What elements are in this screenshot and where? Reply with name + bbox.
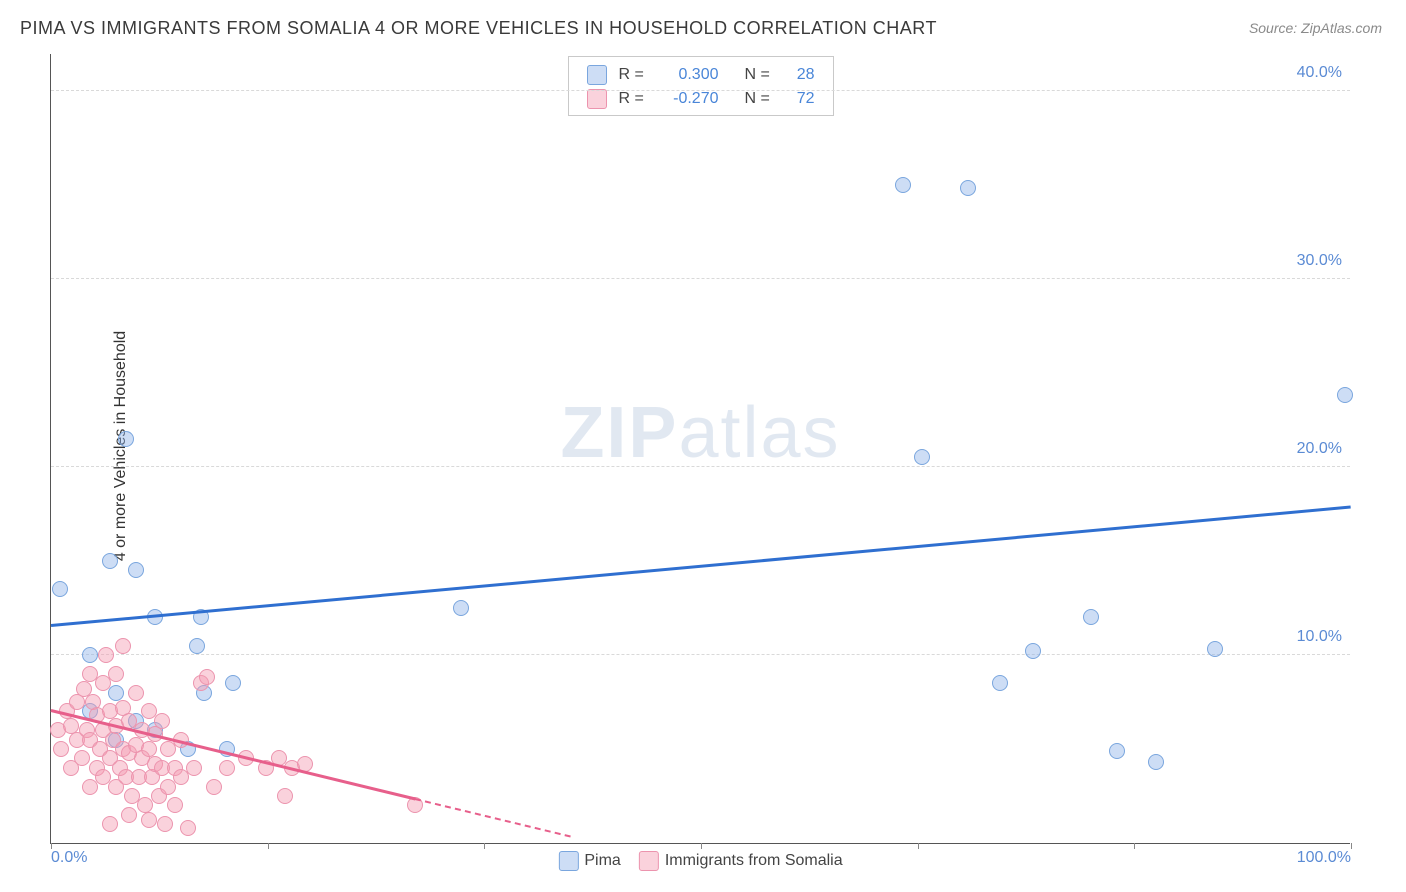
legend-swatch <box>587 65 607 85</box>
gridline-h <box>51 466 1350 467</box>
gridline-h <box>51 654 1350 655</box>
legend-series-label: Pima <box>584 852 620 869</box>
n-value: 28 <box>785 63 815 87</box>
scatter-point <box>1148 754 1164 770</box>
scatter-point <box>1109 743 1125 759</box>
trend-line <box>415 798 571 838</box>
legend-series-label: Immigrants from Somalia <box>665 852 843 869</box>
x-tick-mark <box>1134 843 1135 849</box>
scatter-point <box>206 779 222 795</box>
scatter-point <box>895 177 911 193</box>
legend-stat-row: R =0.300 N =28 <box>587 63 815 87</box>
scatter-point <box>157 816 173 832</box>
legend-swatch <box>587 89 607 109</box>
x-tick-mark <box>701 843 702 849</box>
scatter-point <box>219 760 235 776</box>
scatter-point <box>82 647 98 663</box>
y-tick-label: 20.0% <box>1297 440 1342 458</box>
scatter-point <box>225 675 241 691</box>
r-label: R = <box>619 63 653 87</box>
source-label: Source: ZipAtlas.com <box>1249 20 1382 36</box>
x-tick-label: 0.0% <box>51 849 87 867</box>
scatter-point <box>167 797 183 813</box>
scatter-point <box>1083 609 1099 625</box>
y-tick-label: 10.0% <box>1297 628 1342 646</box>
legend-swatch <box>558 851 578 871</box>
scatter-point <box>992 675 1008 691</box>
r-value: 0.300 <box>659 63 719 87</box>
watermark: ZIPatlas <box>560 392 840 474</box>
scatter-point <box>52 581 68 597</box>
y-tick-label: 40.0% <box>1297 64 1342 82</box>
x-tick-label: 100.0% <box>1297 849 1351 867</box>
legend-stats: R =0.300N =28R =-0.270N =72 <box>568 56 834 116</box>
scatter-point <box>121 807 137 823</box>
x-tick-mark <box>1351 843 1352 849</box>
scatter-point <box>128 562 144 578</box>
scatter-point <box>128 685 144 701</box>
scatter-point <box>102 816 118 832</box>
x-tick-mark <box>268 843 269 849</box>
scatter-point <box>199 669 215 685</box>
scatter-point <box>53 741 69 757</box>
scatter-point <box>453 600 469 616</box>
scatter-point <box>82 666 98 682</box>
scatter-plot: ZIPatlas R =0.300N =28R =-0.270N =72 Pim… <box>50 54 1350 844</box>
trend-line <box>51 506 1351 627</box>
chart-title: PIMA VS IMMIGRANTS FROM SOMALIA 4 OR MOR… <box>20 18 937 39</box>
legend-series: Pima Immigrants from Somalia <box>558 851 842 871</box>
scatter-point <box>1207 641 1223 657</box>
scatter-point <box>98 647 114 663</box>
scatter-point <box>102 553 118 569</box>
scatter-point <box>189 638 205 654</box>
y-tick-label: 30.0% <box>1297 252 1342 270</box>
x-tick-mark <box>484 843 485 849</box>
legend-series-item: Pima <box>558 851 620 871</box>
gridline-h <box>51 278 1350 279</box>
legend-swatch <box>639 851 659 871</box>
scatter-point <box>180 820 196 836</box>
scatter-point <box>186 760 202 776</box>
scatter-point <box>141 812 157 828</box>
scatter-point <box>118 431 134 447</box>
scatter-point <box>154 713 170 729</box>
legend-series-item: Immigrants from Somalia <box>639 851 843 871</box>
gridline-h <box>51 90 1350 91</box>
scatter-point <box>74 750 90 766</box>
scatter-point <box>1337 387 1353 403</box>
scatter-point <box>137 797 153 813</box>
scatter-point <box>115 638 131 654</box>
x-tick-mark <box>918 843 919 849</box>
scatter-point <box>960 180 976 196</box>
scatter-point <box>141 741 157 757</box>
scatter-point <box>914 449 930 465</box>
scatter-point <box>1025 643 1041 659</box>
scatter-point <box>108 666 124 682</box>
scatter-point <box>277 788 293 804</box>
scatter-point <box>108 685 124 701</box>
n-label: N = <box>745 63 779 87</box>
